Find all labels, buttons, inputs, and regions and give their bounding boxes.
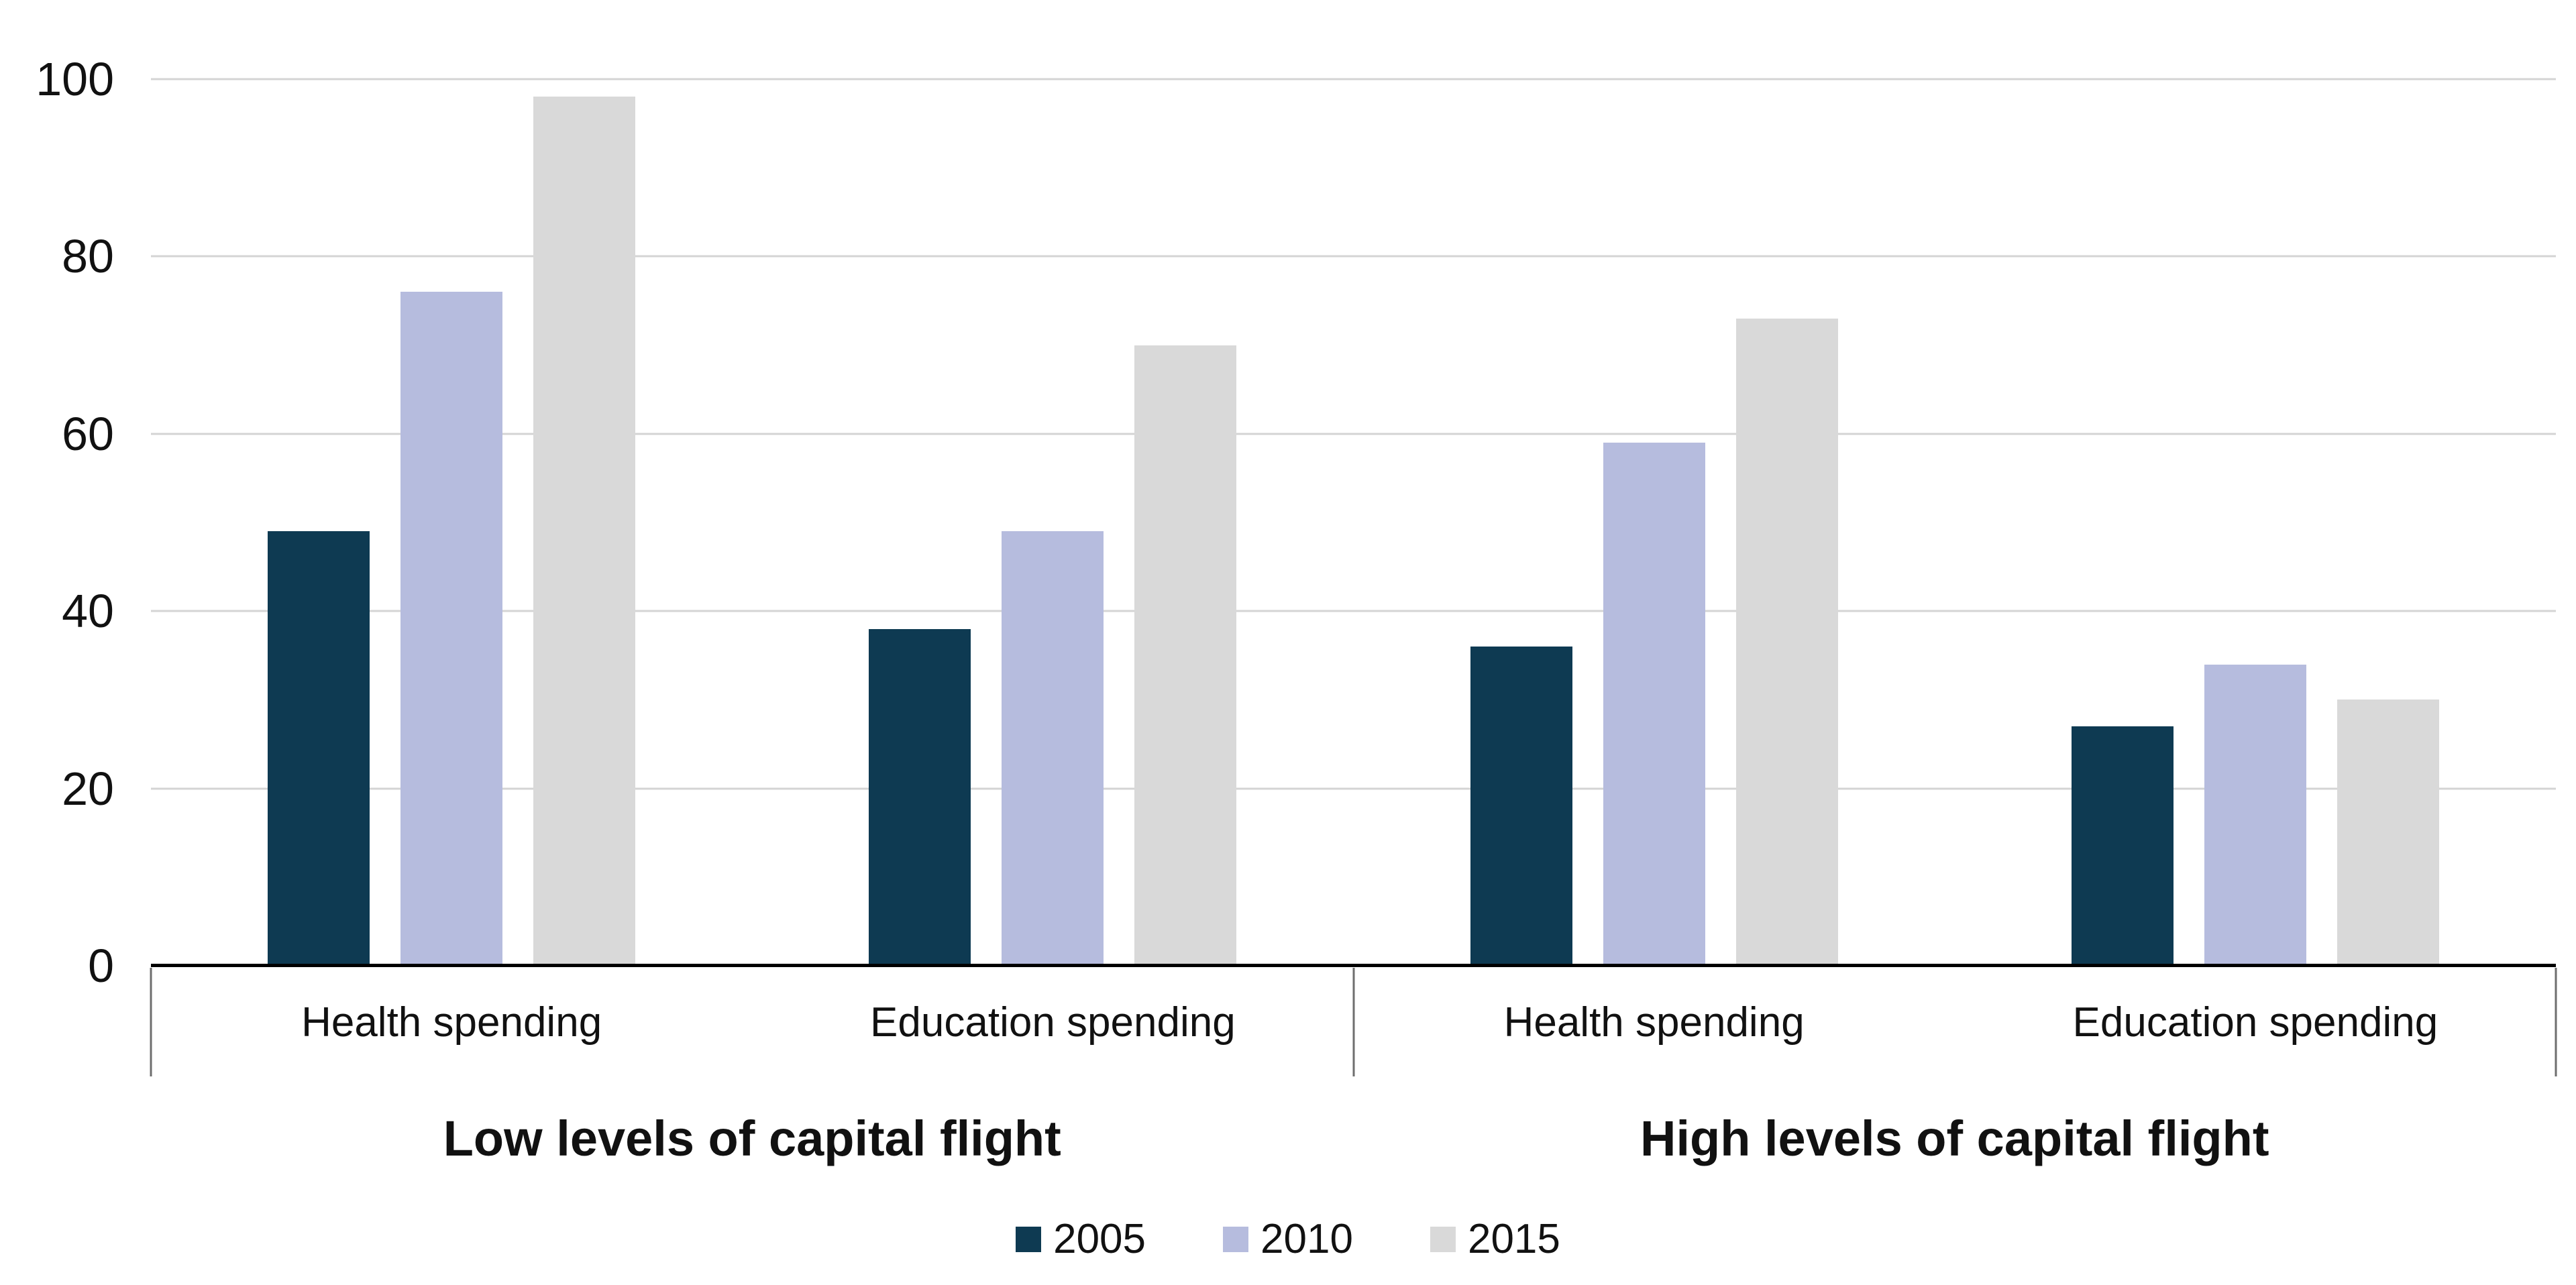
bar-2005: [268, 531, 370, 966]
legend: 2005 2010 2015: [0, 1215, 2576, 1263]
bar-2015: [1735, 318, 1838, 966]
legend-swatch: [1223, 1226, 1249, 1252]
y-tick-label: 80: [62, 230, 114, 283]
gridline: [151, 787, 2556, 790]
bar-2010: [400, 292, 503, 966]
group-separator: [2555, 968, 2557, 1076]
group-label: Low levels of capital flight: [443, 1111, 1061, 1166]
legend-label: 2005: [1053, 1216, 1146, 1262]
group-separator: [1352, 968, 1354, 1076]
bar-2015: [2337, 700, 2439, 966]
gridline: [151, 610, 2556, 612]
legend-swatch: [1016, 1226, 1042, 1252]
bar-2015: [533, 97, 636, 966]
gridline: [151, 255, 2556, 258]
bar-2015: [1134, 345, 1237, 966]
category-label: Health spending: [301, 999, 602, 1046]
bar-cluster: [1354, 79, 1955, 966]
bar-2010: [2204, 664, 2306, 966]
y-tick-label: 100: [36, 53, 114, 105]
group-separator: [150, 968, 152, 1076]
bar-2010: [1603, 443, 1705, 966]
y-tick-label: 60: [62, 407, 114, 460]
bar-2005: [1470, 647, 1572, 966]
legend-label: 2010: [1260, 1216, 1353, 1262]
bar-2005: [2071, 726, 2174, 966]
x-axis-line: [151, 964, 2556, 967]
legend-item: 2010: [1223, 1215, 1353, 1263]
group-labels: Low levels of capital flight High levels …: [151, 1110, 2556, 1167]
legend-label: 2015: [1467, 1216, 1560, 1262]
plot-area: [151, 78, 2556, 967]
category-axis: Health spending Education spending Health …: [150, 968, 2557, 1076]
y-axis: 0 20 40 60 80 100: [0, 56, 114, 989]
legend-swatch: [1430, 1226, 1456, 1252]
bar-2010: [1002, 531, 1104, 966]
category-label: Education spending: [2072, 999, 2438, 1046]
gridlines: [151, 78, 2556, 966]
gridline: [151, 433, 2556, 435]
y-tick-label: 20: [62, 762, 114, 815]
bar-cluster: [752, 79, 1353, 966]
bar-clusters: [151, 79, 2556, 966]
gridline: [151, 78, 2556, 80]
legend-item: 2015: [1430, 1215, 1560, 1263]
bar-cluster: [1955, 79, 2556, 966]
y-tick-label: 0: [88, 940, 114, 992]
group-label: High levels of capital flight: [1640, 1111, 2269, 1166]
bar-cluster: [151, 79, 752, 966]
category-label: Health spending: [1503, 999, 1805, 1046]
category-label: Education spending: [870, 999, 1236, 1046]
bar-2005: [869, 628, 971, 966]
y-tick-label: 40: [62, 585, 114, 638]
legend-item: 2005: [1016, 1215, 1146, 1263]
